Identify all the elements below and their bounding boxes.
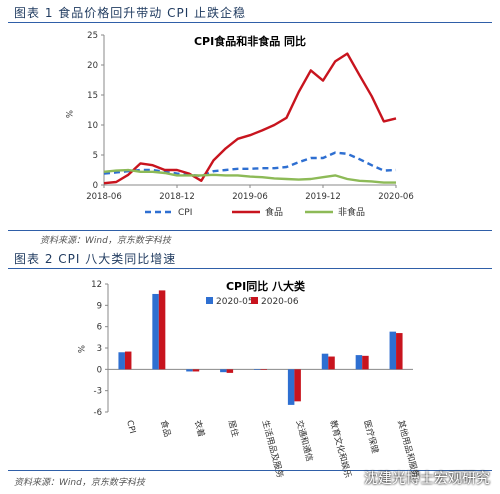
x-category-label: 衣着 [192, 419, 207, 438]
y-tick-label: 25 [87, 31, 98, 41]
x-tick-label: 2019-12 [305, 192, 341, 202]
bar-2020-05-6 [321, 353, 329, 370]
chart-title: CPI同比 八大类 [226, 279, 306, 293]
bar-2020-06-2 [192, 369, 200, 372]
bar-2020-06-7 [362, 355, 369, 370]
y-tick-label: 0 [97, 365, 102, 375]
y-tick-label: 9 [97, 301, 102, 311]
y-tick-label: 3 [97, 344, 102, 354]
bar-2020-05-0 [118, 352, 125, 370]
y-tick-label: 5 [93, 151, 98, 161]
bar-2020-05-8 [389, 331, 397, 370]
legend-label-2020-05: 2020-05 [216, 297, 254, 307]
bar-2020-06-3 [226, 369, 234, 373]
y-tick-label: -6 [94, 408, 102, 418]
figure2-source: 资料来源：Wind，京东数字科技 [14, 478, 145, 488]
watermark-text: 沈建光博士宏观研究 [364, 471, 490, 487]
series-line-food [103, 52, 397, 185]
x-category-label: 生活用品及服务 [260, 419, 286, 480]
x-category-label: CPI [124, 419, 137, 435]
x-tick-label: 2018-12 [159, 192, 195, 202]
legend-label-nonfood: 非食品 [338, 206, 365, 218]
figure1-top-rule [8, 22, 492, 23]
x-category-label: 其他用品和服务 [395, 419, 421, 480]
figure2-caption: 图表 2 CPI 八大类同比增速 [14, 252, 177, 266]
x-tick-label: 2020-06 [378, 192, 414, 202]
y-tick-label: 0 [93, 181, 98, 191]
series-line-nonfood [103, 168, 396, 184]
y-tick-label: 20 [87, 61, 98, 71]
y-tick-label: 15 [87, 91, 98, 101]
chart-title: CPI食品和非食品 同比 [194, 34, 306, 48]
x-category-label: 交通和通信 [293, 419, 315, 463]
figure1-bottom-rule [8, 230, 492, 231]
x-category-label: 食品 [158, 419, 173, 438]
y-tick-label: 10 [87, 121, 98, 131]
legend-label-cpi: CPI [178, 208, 192, 218]
legend-label-2020-06: 2020-06 [261, 297, 299, 307]
y-axis-label: % [63, 110, 73, 118]
bar-2020-05-2 [186, 369, 193, 372]
x-category-label: 教育文化和娱乐 [327, 419, 353, 480]
figure1-source: 资料来源：Wind，京东数字科技 [40, 236, 171, 246]
bar-2020-06-4 [260, 369, 267, 370]
y-axis-label: % [75, 345, 85, 353]
bar-2020-05-3 [220, 369, 227, 373]
x-tick-label: 2019-06 [232, 192, 268, 202]
bar-2020-05-5 [287, 369, 295, 405]
x-category-label: 居住 [226, 419, 241, 439]
legend-swatch-2020-06 [251, 297, 258, 304]
bar-2020-06-1 [158, 290, 166, 370]
legend-label-food: 食品 [265, 206, 283, 218]
figure1-caption: 图表 1 食品价格回升带动 CPI 止跌企稳 [14, 6, 247, 20]
x-category-label: 医疗保健 [361, 419, 381, 455]
bar-2020-05-7 [355, 355, 363, 370]
bar-2020-05-4 [254, 369, 261, 370]
bar-2020-05-1 [152, 293, 159, 370]
bar-2020-06-5 [294, 369, 301, 402]
figure2-bottom-rule [8, 470, 492, 471]
figure2-top-rule [8, 268, 492, 269]
legend-swatch-2020-05 [206, 297, 213, 304]
bar-2020-06-8 [396, 333, 403, 370]
bar-2020-06-6 [328, 356, 335, 370]
y-tick-label: 6 [97, 323, 102, 333]
x-tick-label: 2018-06 [86, 192, 122, 202]
y-tick-label: 12 [91, 280, 102, 290]
bar-2020-06-0 [124, 351, 132, 370]
y-tick-label: -3 [94, 387, 102, 397]
